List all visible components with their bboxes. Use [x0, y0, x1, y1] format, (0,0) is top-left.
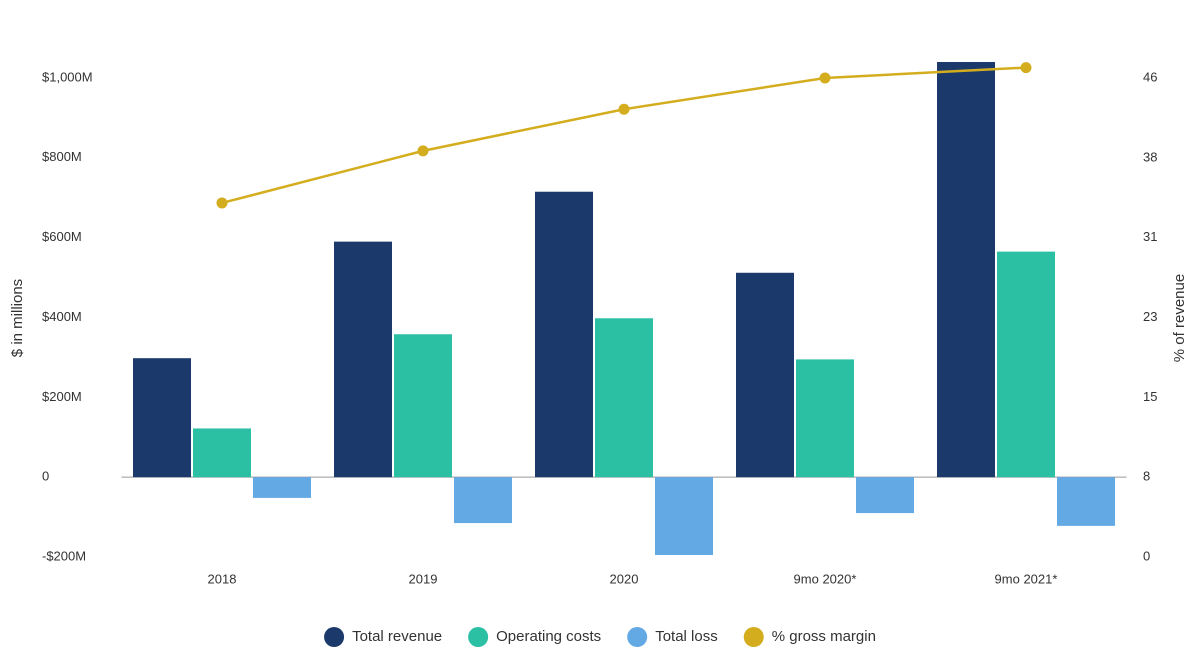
legend: Total revenue Operating costs Total loss % … — [324, 627, 876, 647]
x-tick-label: 2018 — [208, 571, 237, 586]
y-tick-label: $800M — [42, 149, 82, 164]
y-axis-title: $ in millions — [9, 279, 26, 357]
legend-label: Operating costs — [496, 628, 601, 645]
line-point — [216, 197, 228, 209]
legend-swatch — [324, 627, 345, 647]
line-point — [1020, 62, 1032, 74]
y-tick-label: -$200M — [42, 548, 86, 563]
bar — [535, 191, 593, 478]
line-point — [819, 72, 831, 84]
bar — [937, 61, 995, 478]
y2-tick-label: 0 — [1143, 548, 1150, 563]
legend-label: Total revenue — [352, 628, 442, 645]
y2-tick-label: 15 — [1143, 389, 1157, 404]
x-tick-label: 9mo 2021* — [995, 571, 1058, 586]
y2-tick-label: 23 — [1143, 309, 1157, 324]
bar — [334, 241, 392, 478]
bar — [796, 359, 854, 478]
legend-label: Total loss — [655, 628, 718, 645]
y2-tick-label: 46 — [1143, 69, 1157, 84]
bar — [856, 477, 914, 514]
bar — [454, 477, 512, 524]
y2-tick-label: 8 — [1143, 469, 1150, 484]
bar — [1057, 477, 1115, 526]
y-tick-label: $1,000M — [42, 69, 93, 84]
line-point — [618, 103, 630, 115]
x-tick-label: 9mo 2020* — [794, 571, 857, 586]
bar — [736, 272, 794, 478]
line-point — [417, 145, 429, 157]
bar — [655, 477, 713, 556]
y2-axis-title: % of revenue — [1171, 274, 1188, 362]
x-tick-label: 2020 — [610, 571, 639, 586]
y-tick-label: 0 — [42, 469, 49, 484]
y2-tick-label: 31 — [1143, 229, 1157, 244]
bar — [595, 318, 653, 478]
legend-swatch — [743, 627, 764, 647]
bar — [193, 428, 251, 478]
y-tick-label: $400M — [42, 309, 82, 324]
line — [221, 66, 1027, 205]
x-tick-label: 2019 — [409, 571, 438, 586]
legend-label: % gross margin — [772, 628, 876, 645]
legend-swatch — [468, 627, 489, 647]
y2-tick-label: 38 — [1143, 149, 1157, 164]
y-tick-label: $200M — [42, 389, 82, 404]
bar — [394, 334, 452, 478]
y-tick-label: $600M — [42, 229, 82, 244]
bar — [997, 251, 1055, 478]
legend-swatch — [627, 627, 648, 647]
bar — [253, 477, 311, 498]
bar — [133, 358, 191, 478]
